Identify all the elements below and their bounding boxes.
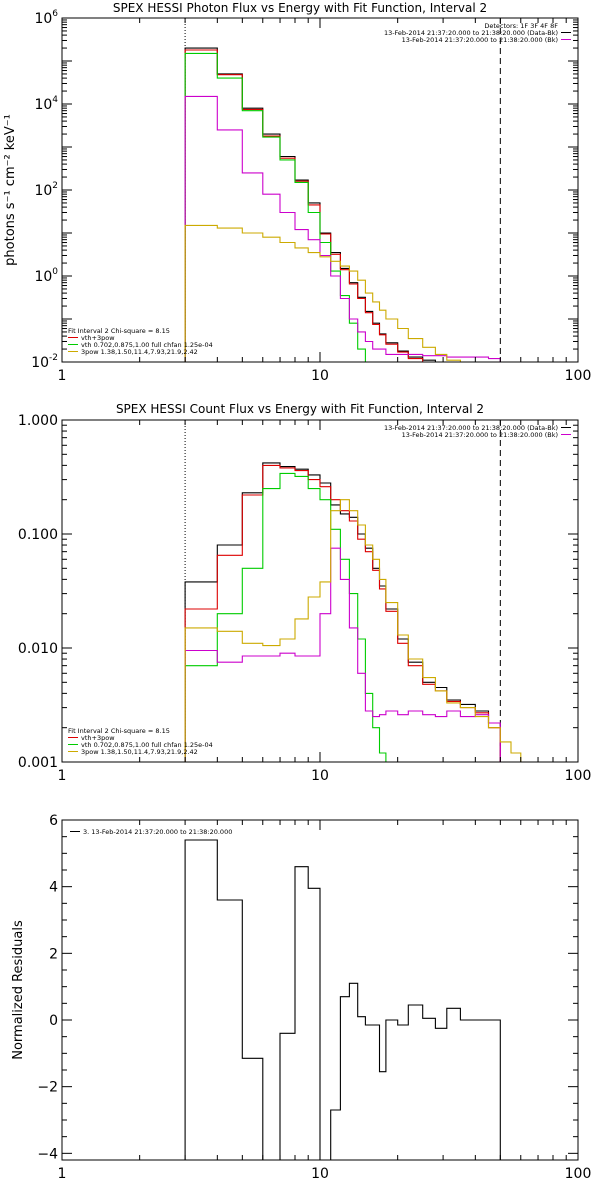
legend-entry-label: 13-Feb-2014 21:37:20.000 to 21:38:20.000… xyxy=(384,424,558,432)
y-tick-label: 0 xyxy=(49,1013,58,1029)
x-tick-label: 100 xyxy=(565,368,592,384)
y-axis-label: photons s⁻¹ cm⁻² keV⁻¹ xyxy=(3,114,18,266)
chart-panel-1: SPEX HESSI Photon Flux vs Energy with Fi… xyxy=(3,1,591,384)
x-tick-label: 10 xyxy=(311,1166,329,1182)
chart-panel-2: SPEX HESSI Count Flux vs Energy with Fit… xyxy=(18,402,591,784)
x-tick-label: 100 xyxy=(565,768,592,784)
legend-top: 3. 13-Feb-2014 21:37:20.000 to 21:38:20.… xyxy=(70,828,232,836)
legend-top: 13-Feb-2014 21:37:20.000 to 21:38:20.000… xyxy=(384,424,571,439)
x-tick-label: 1 xyxy=(58,768,67,784)
y-tick-label: 0.010 xyxy=(18,641,58,657)
y-tick-label: 4 xyxy=(49,880,58,896)
legend-entry-label: vth 0.702,0.875,1.00 full chfan 1.25e-04 xyxy=(81,741,213,749)
x-tick-label: 10 xyxy=(311,768,329,784)
legend-entry-label: vth+3pow xyxy=(81,734,115,742)
y-tick-label: 10-2 xyxy=(31,353,58,371)
y-tick-label: 102 xyxy=(34,181,58,199)
legend-entry-label: 13-Feb-2014 21:37:20.000 to 21:38:20.000… xyxy=(402,431,558,439)
chart-title: SPEX HESSI Photon Flux vs Energy with Fi… xyxy=(113,1,487,15)
y-tick-label: 2 xyxy=(49,946,58,962)
x-tick-label: 1 xyxy=(58,368,67,384)
y-tick-label: −4 xyxy=(37,1146,58,1162)
legend-bottom: Fit Interval 2 Chi-square = 8.15vth+3pow… xyxy=(68,327,213,356)
legend-entry-label: 3pow 1.38,1.50,11.4,7.93,21.9,2.42 xyxy=(81,348,198,356)
y-tick-label: 0.001 xyxy=(18,755,58,771)
series-5-line xyxy=(184,499,531,762)
plot-area xyxy=(184,839,501,1160)
y-tick-label: 1.000 xyxy=(18,413,58,429)
plot-area xyxy=(184,420,531,762)
legend-entry-label: 3pow 1.38,1.50,11.4,7.93,21.9,2.42 xyxy=(81,748,198,756)
legend-header: Fit Interval 2 Chi-square = 8.15 xyxy=(68,727,170,735)
y-tick-label: 0.100 xyxy=(18,527,58,543)
y-tick-label: 6 xyxy=(49,813,58,829)
chart-panel-3: Normalized Residuals 1 10 100 −4 −2 0 2 4 6 3. 13-… xyxy=(11,813,591,1182)
legend-entry-label: vth+3pow xyxy=(81,334,115,342)
series-4-line xyxy=(184,547,501,762)
series-2-line xyxy=(184,49,436,362)
x-tick-label: 100 xyxy=(565,1166,592,1182)
chart-title: SPEX HESSI Count Flux vs Energy with Fit… xyxy=(116,402,484,416)
series-4-line xyxy=(184,95,501,362)
legend-entry-label: 13-Feb-2014 21:37:20.000 to 21:38:20.000… xyxy=(384,29,558,37)
x-tick-label: 1 xyxy=(58,1166,67,1182)
y-tick-label: 106 xyxy=(34,9,58,27)
legend-entry-label: vth 0.702,0.875,1.00 full chfan 1.25e-04 xyxy=(81,341,213,349)
legend-header: Detectors: 1F 3F 4F 8F xyxy=(484,22,558,30)
plot-area xyxy=(184,18,501,362)
series-1-line xyxy=(184,839,501,1160)
y-tick-label: 100 xyxy=(34,267,58,285)
legend-bottom: Fit Interval 2 Chi-square = 8.15vth+3pow… xyxy=(68,727,213,756)
y-tick-label: −2 xyxy=(37,1080,58,1096)
legend-entry-label: 3. 13-Feb-2014 21:37:20.000 to 21:38:20.… xyxy=(83,828,232,836)
y-axis-label: Normalized Residuals xyxy=(11,920,26,1060)
x-tick-label: 10 xyxy=(311,368,329,384)
legend-header: Fit Interval 2 Chi-square = 8.15 xyxy=(68,327,170,335)
legend-entry-label: 13-Feb-2014 21:37:20.000 to 21:38:20.000… xyxy=(402,36,558,44)
y-tick-label: 104 xyxy=(34,95,58,113)
series-5-line xyxy=(184,224,461,362)
series-1-line xyxy=(184,47,436,362)
